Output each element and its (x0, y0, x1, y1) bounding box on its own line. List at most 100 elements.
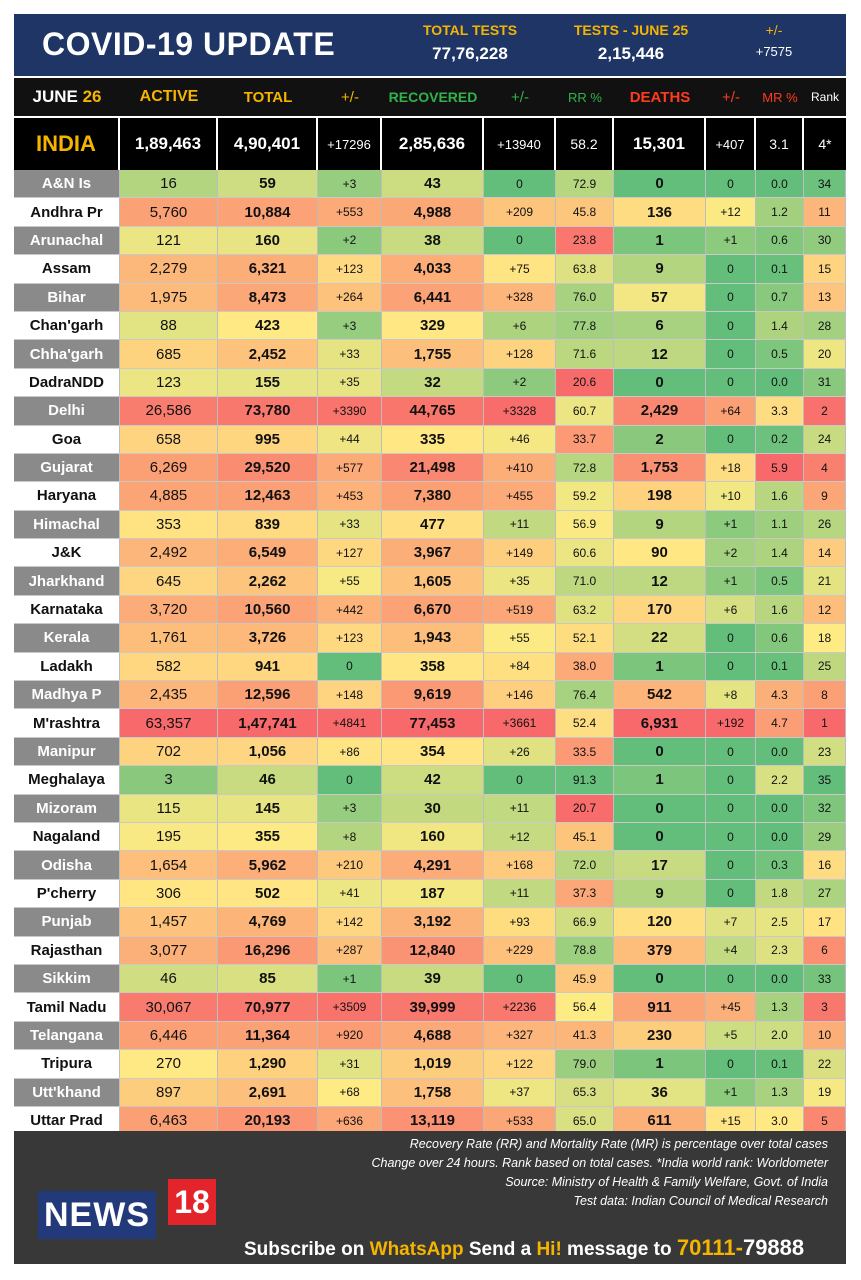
state-name: Odisha (14, 851, 120, 879)
india-mr: 3.1 (756, 118, 804, 170)
subscribe-number-b: 79888 (742, 1235, 805, 1260)
mr-cell: 4.7 (756, 709, 804, 737)
total-change-cell: +31 (318, 1050, 382, 1078)
rr-cell: 33.7 (556, 425, 614, 453)
tests-day-block: TESTS - JUNE 25 2,15,446 (564, 22, 698, 64)
mr-header: MR % (762, 89, 798, 105)
mr-cell: 0.0 (756, 794, 804, 822)
recovered-change-cell: +12 (484, 822, 556, 851)
rr-cell: 71.6 (556, 340, 614, 368)
deaths-change-cell: 0 (706, 879, 756, 908)
total-change-cell: +148 (318, 681, 382, 709)
recovered-change-cell: +2236 (484, 993, 556, 1021)
table-row: Ladakh 582 941 0 358 +84 38.0 1 0 0.1 25 (14, 652, 846, 682)
deaths-cell: 0 (614, 368, 706, 397)
tests-day-label: TESTS - JUNE 25 (573, 22, 689, 38)
mr-cell: 0.0 (756, 368, 804, 397)
mr-cell: 2.2 (756, 766, 804, 794)
footer: Recovery Rate (RR) and Mortality Rate (M… (14, 1131, 846, 1264)
rank-cell: 30 (804, 226, 846, 255)
active-cell: 702 (120, 737, 218, 766)
deaths-change-cell: +1 (706, 567, 756, 595)
total-cell: 995 (218, 425, 318, 453)
table-row: Goa 658 995 +44 335 +46 33.7 2 0 0.2 24 (14, 425, 846, 454)
rr-cell: 72.8 (556, 453, 614, 482)
deaths-cell: 1 (614, 1050, 706, 1078)
date-month: JUNE (32, 87, 78, 106)
state-name: J&K (14, 539, 120, 567)
mr-cell: 1.1 (756, 510, 804, 539)
table-row: Manipur 702 1,056 +86 354 +26 33.5 0 0 0.0 23 (14, 737, 846, 767)
state-name: Madhya P (14, 681, 120, 709)
active-cell: 16 (120, 170, 218, 198)
table-row: Nagaland 195 355 +8 160 +12 45.1 0 0 0.0 29 (14, 822, 846, 852)
recovered-change-cell: +410 (484, 453, 556, 482)
rr-cell: 60.6 (556, 539, 614, 567)
total-cell: 4,769 (218, 908, 318, 936)
state-name: A&N Is (14, 170, 120, 198)
deaths-cell: 6 (614, 311, 706, 340)
rank-cell: 21 (804, 567, 846, 595)
rank-cell: 17 (804, 908, 846, 936)
deaths-cell: 198 (614, 482, 706, 510)
recovered-cell: 1,943 (382, 624, 484, 652)
total-cell: 160 (218, 226, 318, 255)
deaths-change-cell: +1 (706, 226, 756, 255)
state-name: Nagaland (14, 822, 120, 851)
deaths-change-cell: 0 (706, 737, 756, 766)
total-change-header: +/- (341, 88, 359, 106)
deaths-cell: 0 (614, 737, 706, 766)
india-total: 4,90,401 (218, 118, 318, 170)
rank-cell: 11 (804, 198, 846, 226)
mr-cell: 1.2 (756, 198, 804, 226)
state-name: Manipur (14, 737, 120, 766)
recovered-change-cell: 0 (484, 226, 556, 255)
recovered-header: RECOVERED (388, 89, 478, 105)
total-change-cell: +4841 (318, 709, 382, 737)
subscribe-hi: Hi! (536, 1239, 562, 1260)
mr-cell: 0.0 (756, 822, 804, 851)
deaths-cell: 6,931 (614, 709, 706, 737)
deaths-cell: 911 (614, 993, 706, 1021)
table-row: P'cherry 306 502 +41 187 +11 37.3 9 0 1.8 27 (14, 879, 846, 909)
active-cell: 2,279 (120, 255, 218, 283)
india-deaths: 15,301 (614, 118, 706, 170)
table-row: Tripura 270 1,290 +31 1,019 +122 79.0 1 0 0.1 22 (14, 1050, 846, 1079)
recovered-cell: 4,291 (382, 851, 484, 879)
state-name: Telangana (14, 1021, 120, 1050)
deaths-cell: 2,429 (614, 397, 706, 425)
rr-cell: 33.5 (556, 737, 614, 766)
deaths-cell: 12 (614, 340, 706, 368)
rank-cell: 14 (804, 539, 846, 567)
state-name: Delhi (14, 397, 120, 425)
total-change-cell: +142 (318, 908, 382, 936)
rr-cell: 65.0 (556, 1106, 614, 1135)
deaths-cell: 57 (614, 283, 706, 311)
total-cell: 70,977 (218, 993, 318, 1021)
mr-cell: 0.0 (756, 964, 804, 993)
table-row: Chha'garh 685 2,452 +33 1,755 +128 71.6 12 0 0.5 2… (14, 340, 846, 369)
india-label: INDIA (14, 118, 120, 170)
recovered-cell: 32 (382, 368, 484, 397)
mr-cell: 2.0 (756, 1021, 804, 1050)
recovered-change-cell: +229 (484, 936, 556, 964)
table-row: Gujarat 6,269 29,520 +577 21,498 +410 72.8 1,75… (14, 453, 846, 483)
tests-change-value: +7575 (755, 44, 793, 59)
active-cell: 897 (120, 1078, 218, 1106)
deaths-change-header: +/- (722, 88, 740, 106)
active-cell: 5,760 (120, 198, 218, 226)
recovered-change-cell: +46 (484, 425, 556, 453)
rr-cell: 56.4 (556, 993, 614, 1021)
total-cell: 941 (218, 652, 318, 681)
deaths-cell: 1,753 (614, 453, 706, 482)
rank-cell: 8 (804, 681, 846, 709)
rr-cell: 72.0 (556, 851, 614, 879)
total-cell: 502 (218, 879, 318, 908)
active-cell: 685 (120, 340, 218, 368)
recovered-change-cell: +328 (484, 283, 556, 311)
covid-update-card: COVID-19 UPDATE TOTAL TESTS 77,76,228 TE… (14, 14, 846, 1264)
total-cell: 10,560 (218, 595, 318, 624)
rr-cell: 20.7 (556, 794, 614, 822)
active-cell: 1,654 (120, 851, 218, 879)
state-name: Arunachal (14, 226, 120, 255)
